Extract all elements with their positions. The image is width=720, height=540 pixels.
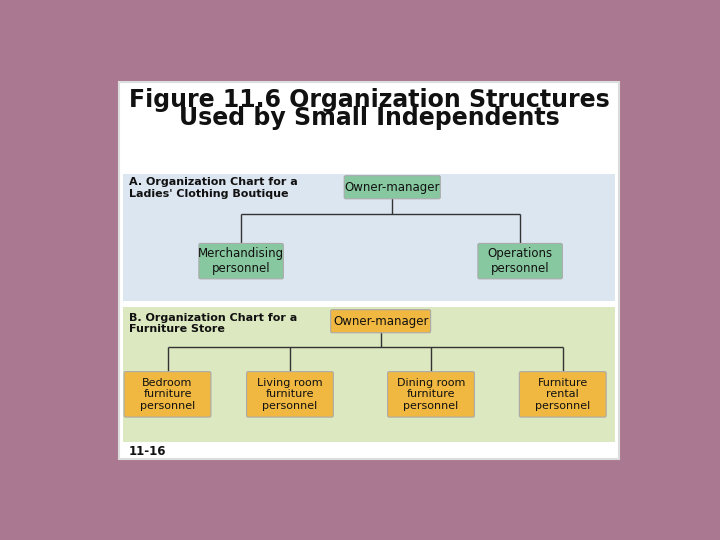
Text: Figure 11.6 Organization Structures: Figure 11.6 Organization Structures [129,88,609,112]
FancyBboxPatch shape [199,244,284,279]
FancyBboxPatch shape [344,176,441,199]
FancyBboxPatch shape [124,372,211,417]
Text: Used by Small Independents: Used by Small Independents [179,106,559,130]
Text: Operations
personnel: Operations personnel [487,247,553,275]
FancyBboxPatch shape [330,309,431,333]
FancyBboxPatch shape [478,244,562,279]
FancyBboxPatch shape [387,372,474,417]
Text: B. Organization Chart for a
Furniture Store: B. Organization Chart for a Furniture St… [129,313,297,334]
Text: A. Organization Chart for a
Ladies' Clothing Boutique: A. Organization Chart for a Ladies' Clot… [129,177,297,199]
Text: Owner-manager: Owner-manager [333,315,428,328]
Text: Furniture
rental
personnel: Furniture rental personnel [535,378,590,411]
Text: Living room
furniture
personnel: Living room furniture personnel [257,378,323,411]
Text: Owner-manager: Owner-manager [344,181,440,194]
FancyBboxPatch shape [120,82,618,459]
Text: Dining room
furniture
personnel: Dining room furniture personnel [397,378,465,411]
FancyBboxPatch shape [122,307,616,442]
Text: Merchandising
personnel: Merchandising personnel [198,247,284,275]
FancyBboxPatch shape [519,372,606,417]
FancyBboxPatch shape [122,174,616,301]
Text: 11-16: 11-16 [129,445,166,458]
Text: Bedroom
furniture
personnel: Bedroom furniture personnel [140,378,195,411]
FancyBboxPatch shape [246,372,333,417]
